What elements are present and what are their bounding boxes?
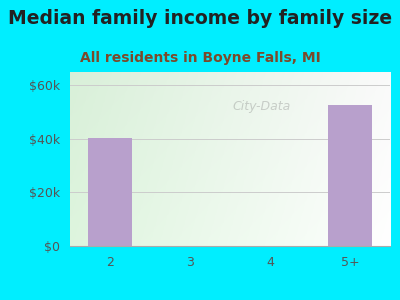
Bar [328, 106, 372, 246]
Text: Median family income by family size: Median family income by family size [8, 9, 392, 28]
Text: All residents in Boyne Falls, MI: All residents in Boyne Falls, MI [80, 51, 320, 65]
Bar [88, 138, 132, 246]
Text: City-Data: City-Data [233, 100, 291, 113]
